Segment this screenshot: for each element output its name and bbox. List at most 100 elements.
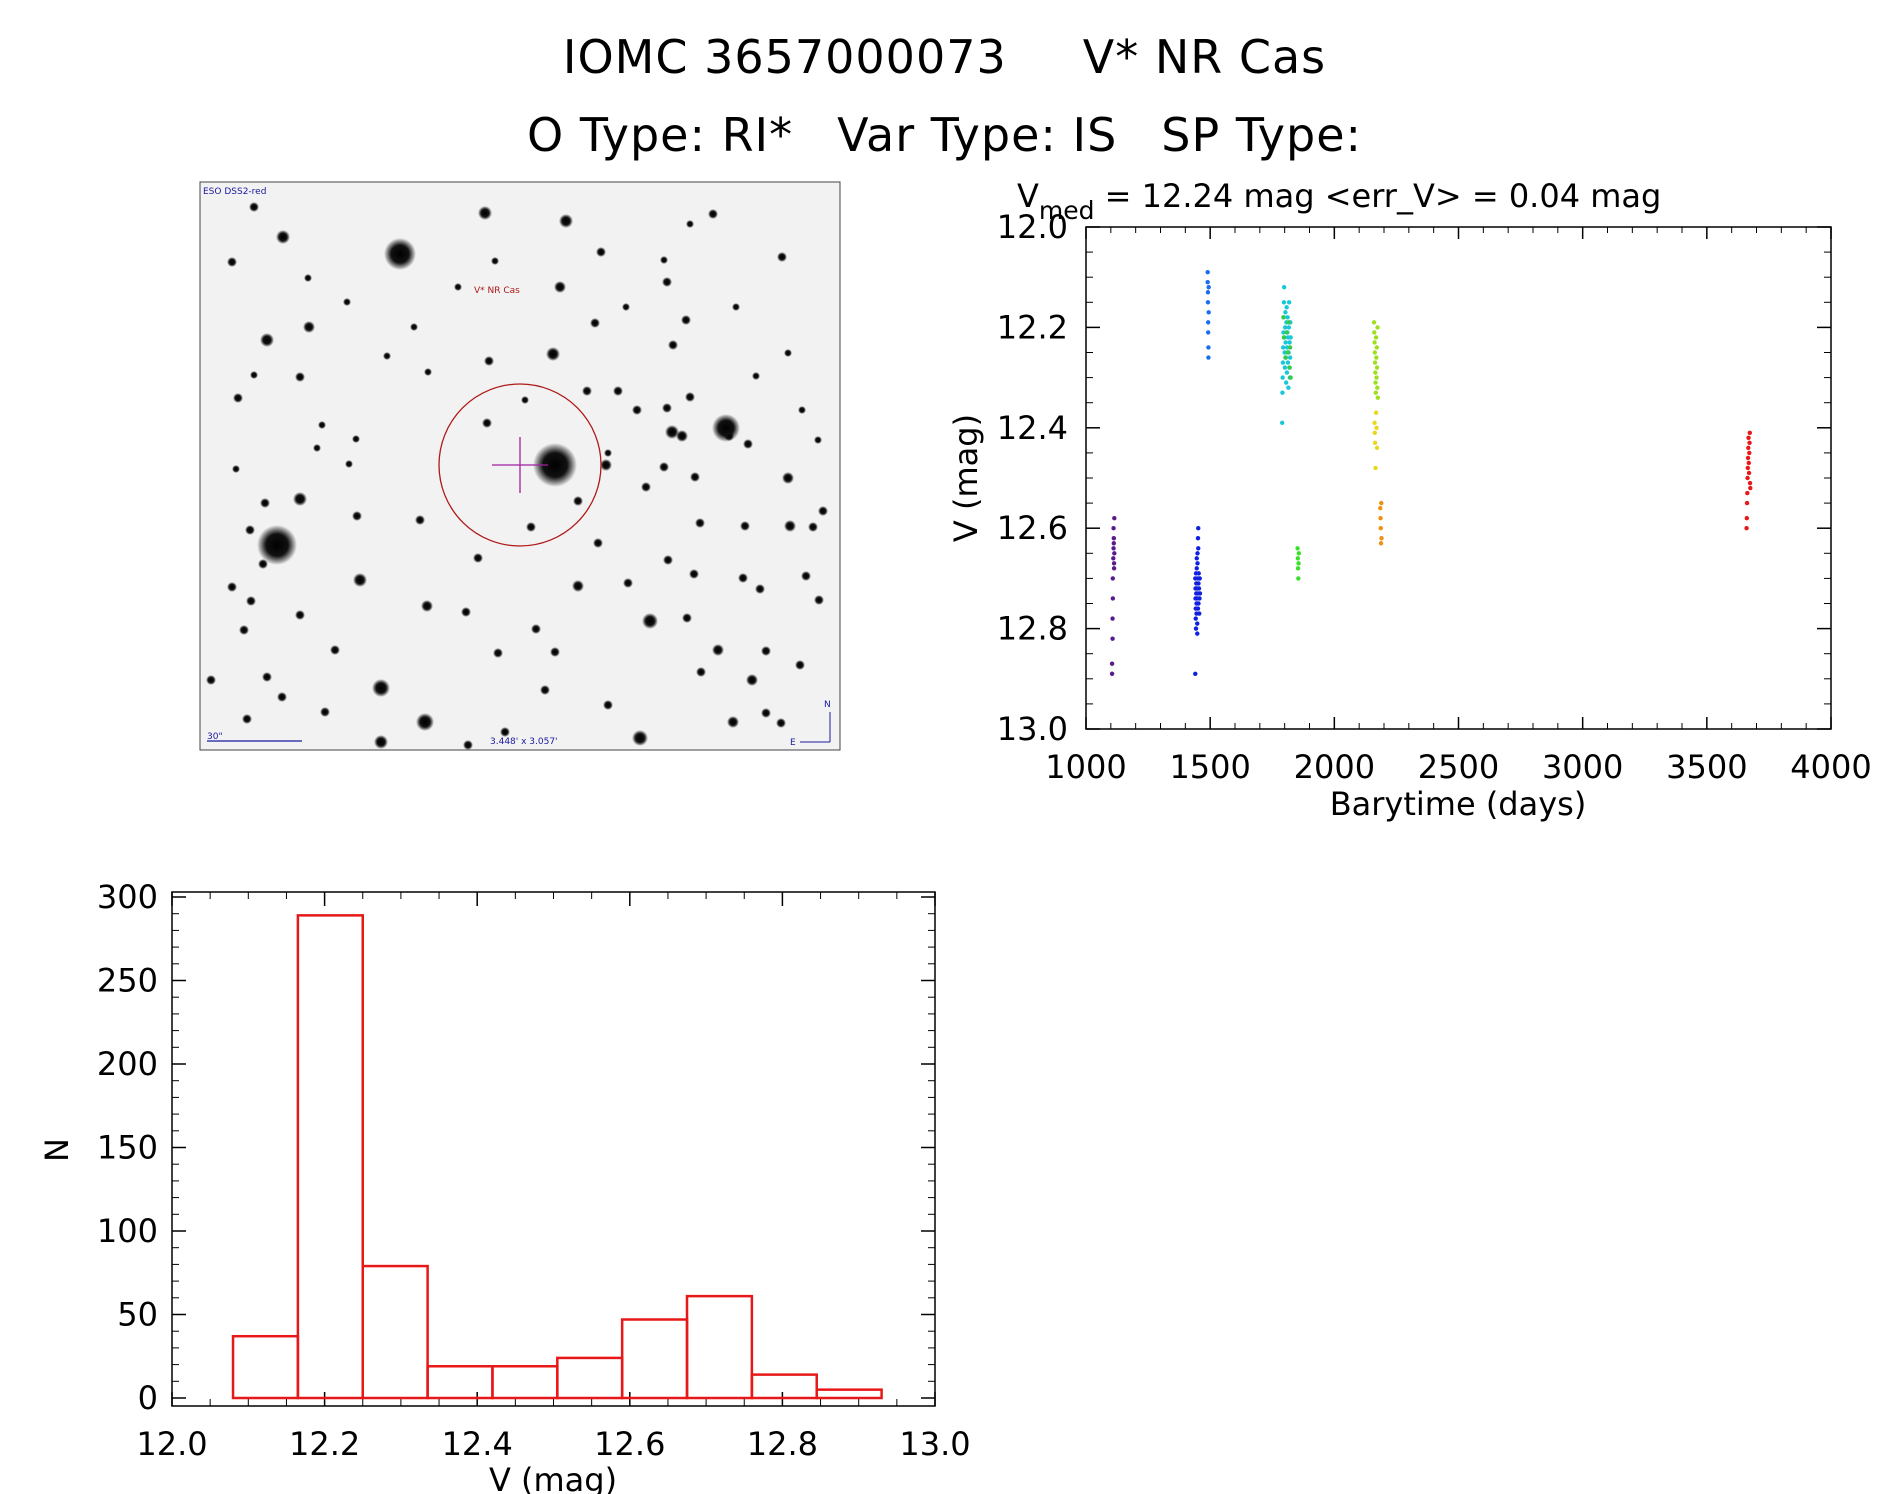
star-86 xyxy=(761,646,771,656)
lc-xlabel: Barytime (days) xyxy=(1330,785,1587,823)
lc-point xyxy=(1372,350,1378,355)
lc-point xyxy=(1111,561,1117,566)
lc-point xyxy=(1375,385,1380,390)
hist-bar xyxy=(685,1294,754,1400)
hist-plot-frame xyxy=(171,891,936,1407)
lc-point xyxy=(1286,320,1291,325)
star-34 xyxy=(777,252,787,262)
star-80 xyxy=(573,496,583,506)
star-99 xyxy=(239,625,249,635)
hist-ytick-label: 100 xyxy=(97,1212,158,1250)
star-45 xyxy=(295,610,305,620)
hist-ytick-label: 0 xyxy=(138,1379,158,1417)
lc-point xyxy=(1205,300,1211,305)
lc-point xyxy=(1373,335,1379,340)
o-type: O Type: RI* xyxy=(526,108,794,162)
star-46 xyxy=(330,645,340,655)
star-51 xyxy=(352,435,360,443)
star-110 xyxy=(622,303,630,311)
star-62 xyxy=(808,522,818,532)
chart-title-line2: O Type: RI* Var Type: IS SP Type: xyxy=(0,108,1889,162)
lc-point xyxy=(1296,576,1301,581)
star-70 xyxy=(232,465,240,473)
lc-point xyxy=(1287,340,1292,345)
lc-point xyxy=(1196,571,1201,576)
simbad-name: V* NR Cas xyxy=(1082,30,1327,84)
star-60 xyxy=(738,573,748,583)
lc-point xyxy=(1111,556,1116,561)
star-7 xyxy=(554,281,566,293)
star-91 xyxy=(818,506,828,516)
star-65 xyxy=(696,667,706,677)
star-96 xyxy=(500,727,510,737)
lc-point xyxy=(1205,320,1211,325)
star-85 xyxy=(740,521,750,531)
star-59 xyxy=(695,518,705,528)
star-18 xyxy=(642,613,658,629)
hist-ytick-label: 300 xyxy=(97,878,158,916)
star-107 xyxy=(343,298,351,306)
star-89 xyxy=(801,571,811,581)
star-11 xyxy=(590,318,600,328)
star-8 xyxy=(260,333,274,347)
star-31 xyxy=(724,431,734,441)
star-16 xyxy=(293,492,307,506)
lc-point xyxy=(1374,345,1379,350)
lc-point xyxy=(1196,586,1202,591)
star-82 xyxy=(641,482,651,492)
star-48 xyxy=(242,714,252,724)
east-label: E xyxy=(790,738,796,748)
lc-point xyxy=(1280,390,1285,395)
star-56 xyxy=(632,405,642,415)
hist-xtick-label: 12.6 xyxy=(594,1425,665,1463)
lc-point xyxy=(1282,325,1288,330)
star-24 xyxy=(482,418,492,428)
star-81 xyxy=(604,449,612,457)
hist-bar xyxy=(815,1388,883,1400)
lc-point xyxy=(1374,425,1379,430)
lc-point xyxy=(1378,515,1383,521)
lc-point xyxy=(1111,536,1117,541)
lc-point xyxy=(1281,315,1286,320)
lc-point xyxy=(1111,566,1117,571)
lc-point xyxy=(1287,345,1293,350)
star-4 xyxy=(276,230,290,244)
star-66 xyxy=(603,700,613,710)
lc-point xyxy=(1193,671,1198,676)
lc-point xyxy=(1283,380,1289,385)
lc-point xyxy=(1379,500,1384,506)
hist-ytick-label: 50 xyxy=(117,1296,158,1334)
star-103 xyxy=(250,371,258,379)
hist-bar xyxy=(750,1373,818,1400)
hist-bar xyxy=(296,914,364,1400)
lc-point xyxy=(1744,526,1749,531)
lc-xtick-label: 2500 xyxy=(1418,748,1499,786)
lc-point xyxy=(1296,551,1302,556)
lc-point xyxy=(1193,616,1198,621)
lc-xtick-label: 1000 xyxy=(1045,748,1126,786)
star-44 xyxy=(461,607,471,617)
lc-point xyxy=(1111,546,1116,551)
target-circle xyxy=(438,383,602,547)
lc-point xyxy=(1197,611,1202,616)
star-42 xyxy=(531,624,541,634)
star-10 xyxy=(546,347,560,361)
star-55 xyxy=(613,386,623,396)
star-6 xyxy=(559,214,573,228)
lc-title-v: V xyxy=(1017,177,1039,215)
lc-point xyxy=(1195,551,1200,556)
star-75 xyxy=(295,372,305,382)
lc-point xyxy=(1746,445,1751,451)
lc-point xyxy=(1288,335,1293,340)
star-90 xyxy=(814,595,824,605)
star-115 xyxy=(784,349,792,357)
star-117 xyxy=(814,436,822,444)
lc-ylabel: V (mag) xyxy=(947,414,985,542)
lc-point xyxy=(1284,330,1289,335)
star-32 xyxy=(743,439,753,449)
lc-point xyxy=(1287,365,1292,370)
lc-point xyxy=(1372,330,1377,335)
lc-point xyxy=(1373,390,1379,395)
lc-point xyxy=(1746,470,1752,476)
star-38 xyxy=(491,257,499,265)
